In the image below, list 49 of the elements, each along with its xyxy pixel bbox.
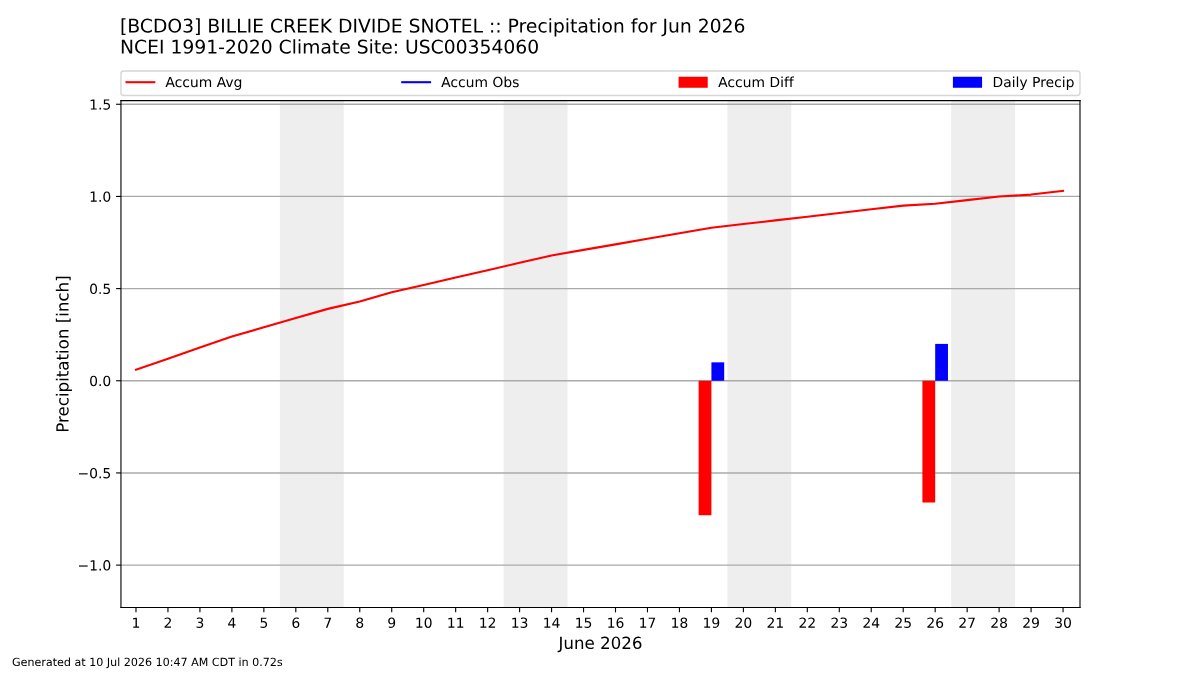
y-tick-label: 0.5 <box>90 283 111 295</box>
x-tick-label: 4 <box>228 617 236 628</box>
legend-label: Accum Avg <box>165 76 242 90</box>
y-axis-title: Precipitation [inch] <box>55 276 72 432</box>
legend-label: Daily Precip <box>993 76 1074 90</box>
x-tick-label: 1 <box>133 617 140 628</box>
bar <box>935 343 948 381</box>
x-tick-label: 11 <box>448 617 464 628</box>
x-tick-label: 21 <box>767 617 783 628</box>
x-tick-label: 6 <box>292 617 300 628</box>
line-series <box>134 189 1065 371</box>
x-tick-label: 30 <box>1055 617 1071 628</box>
y-tick-label: 0.0 <box>90 375 111 387</box>
x-tick-label: 25 <box>895 617 911 628</box>
y-tick-label: 1.0 <box>90 191 111 202</box>
text: Generated at 10 Jul 2026 10:47 AM CDT in 0.72s <box>12 657 283 669</box>
y-tick-label: −0.5 <box>78 467 111 479</box>
x-tick-label: 29 <box>1023 617 1039 628</box>
x-tick-label: 16 <box>608 617 624 628</box>
y-tick-label: −1.0 <box>78 560 111 571</box>
x-tick-label: 24 <box>863 617 880 628</box>
legend-label: Accum Obs <box>441 76 519 88</box>
x-tick-label: 26 <box>927 617 944 628</box>
x-tick-label: 10 <box>416 617 432 628</box>
x-tick-label: 27 <box>959 617 975 628</box>
x-tick-label: 13 <box>512 617 528 628</box>
x-tick-label: 19 <box>704 617 720 628</box>
bar <box>711 362 725 381</box>
y-tick-label: 1.5 <box>90 99 111 110</box>
x-tick-label: 5 <box>260 617 268 628</box>
bar <box>698 380 712 516</box>
legend-label: Accum Diff <box>718 76 795 88</box>
x-tick-label: 14 <box>544 617 560 628</box>
bar <box>922 380 936 503</box>
x-tick-label: 17 <box>640 617 656 628</box>
x-tick-label: 15 <box>576 617 592 628</box>
x-tick-label: 3 <box>196 617 204 628</box>
x-tick-label: 2 <box>164 617 171 628</box>
x-tick-label: 28 <box>991 617 1008 628</box>
x-tick-label: 23 <box>831 617 847 628</box>
x-tick-label: 9 <box>388 617 396 628</box>
x-tick-label: 22 <box>799 617 815 628</box>
x-axis-title: June 2026 <box>557 636 642 653</box>
x-tick-label: 12 <box>480 617 496 628</box>
x-tick-label: 7 <box>324 617 332 628</box>
x-tick-label: 18 <box>672 617 688 628</box>
x-tick-label: 20 <box>735 617 752 628</box>
chart-title: [BCDO3] BILLIE CREEK DIVIDE SNOTEL :: Precipitation for Jun 2026 NCEI 1991-2020 Climate Site: USC00354060 <box>121 18 745 54</box>
x-tick-label: 8 <box>356 617 364 628</box>
